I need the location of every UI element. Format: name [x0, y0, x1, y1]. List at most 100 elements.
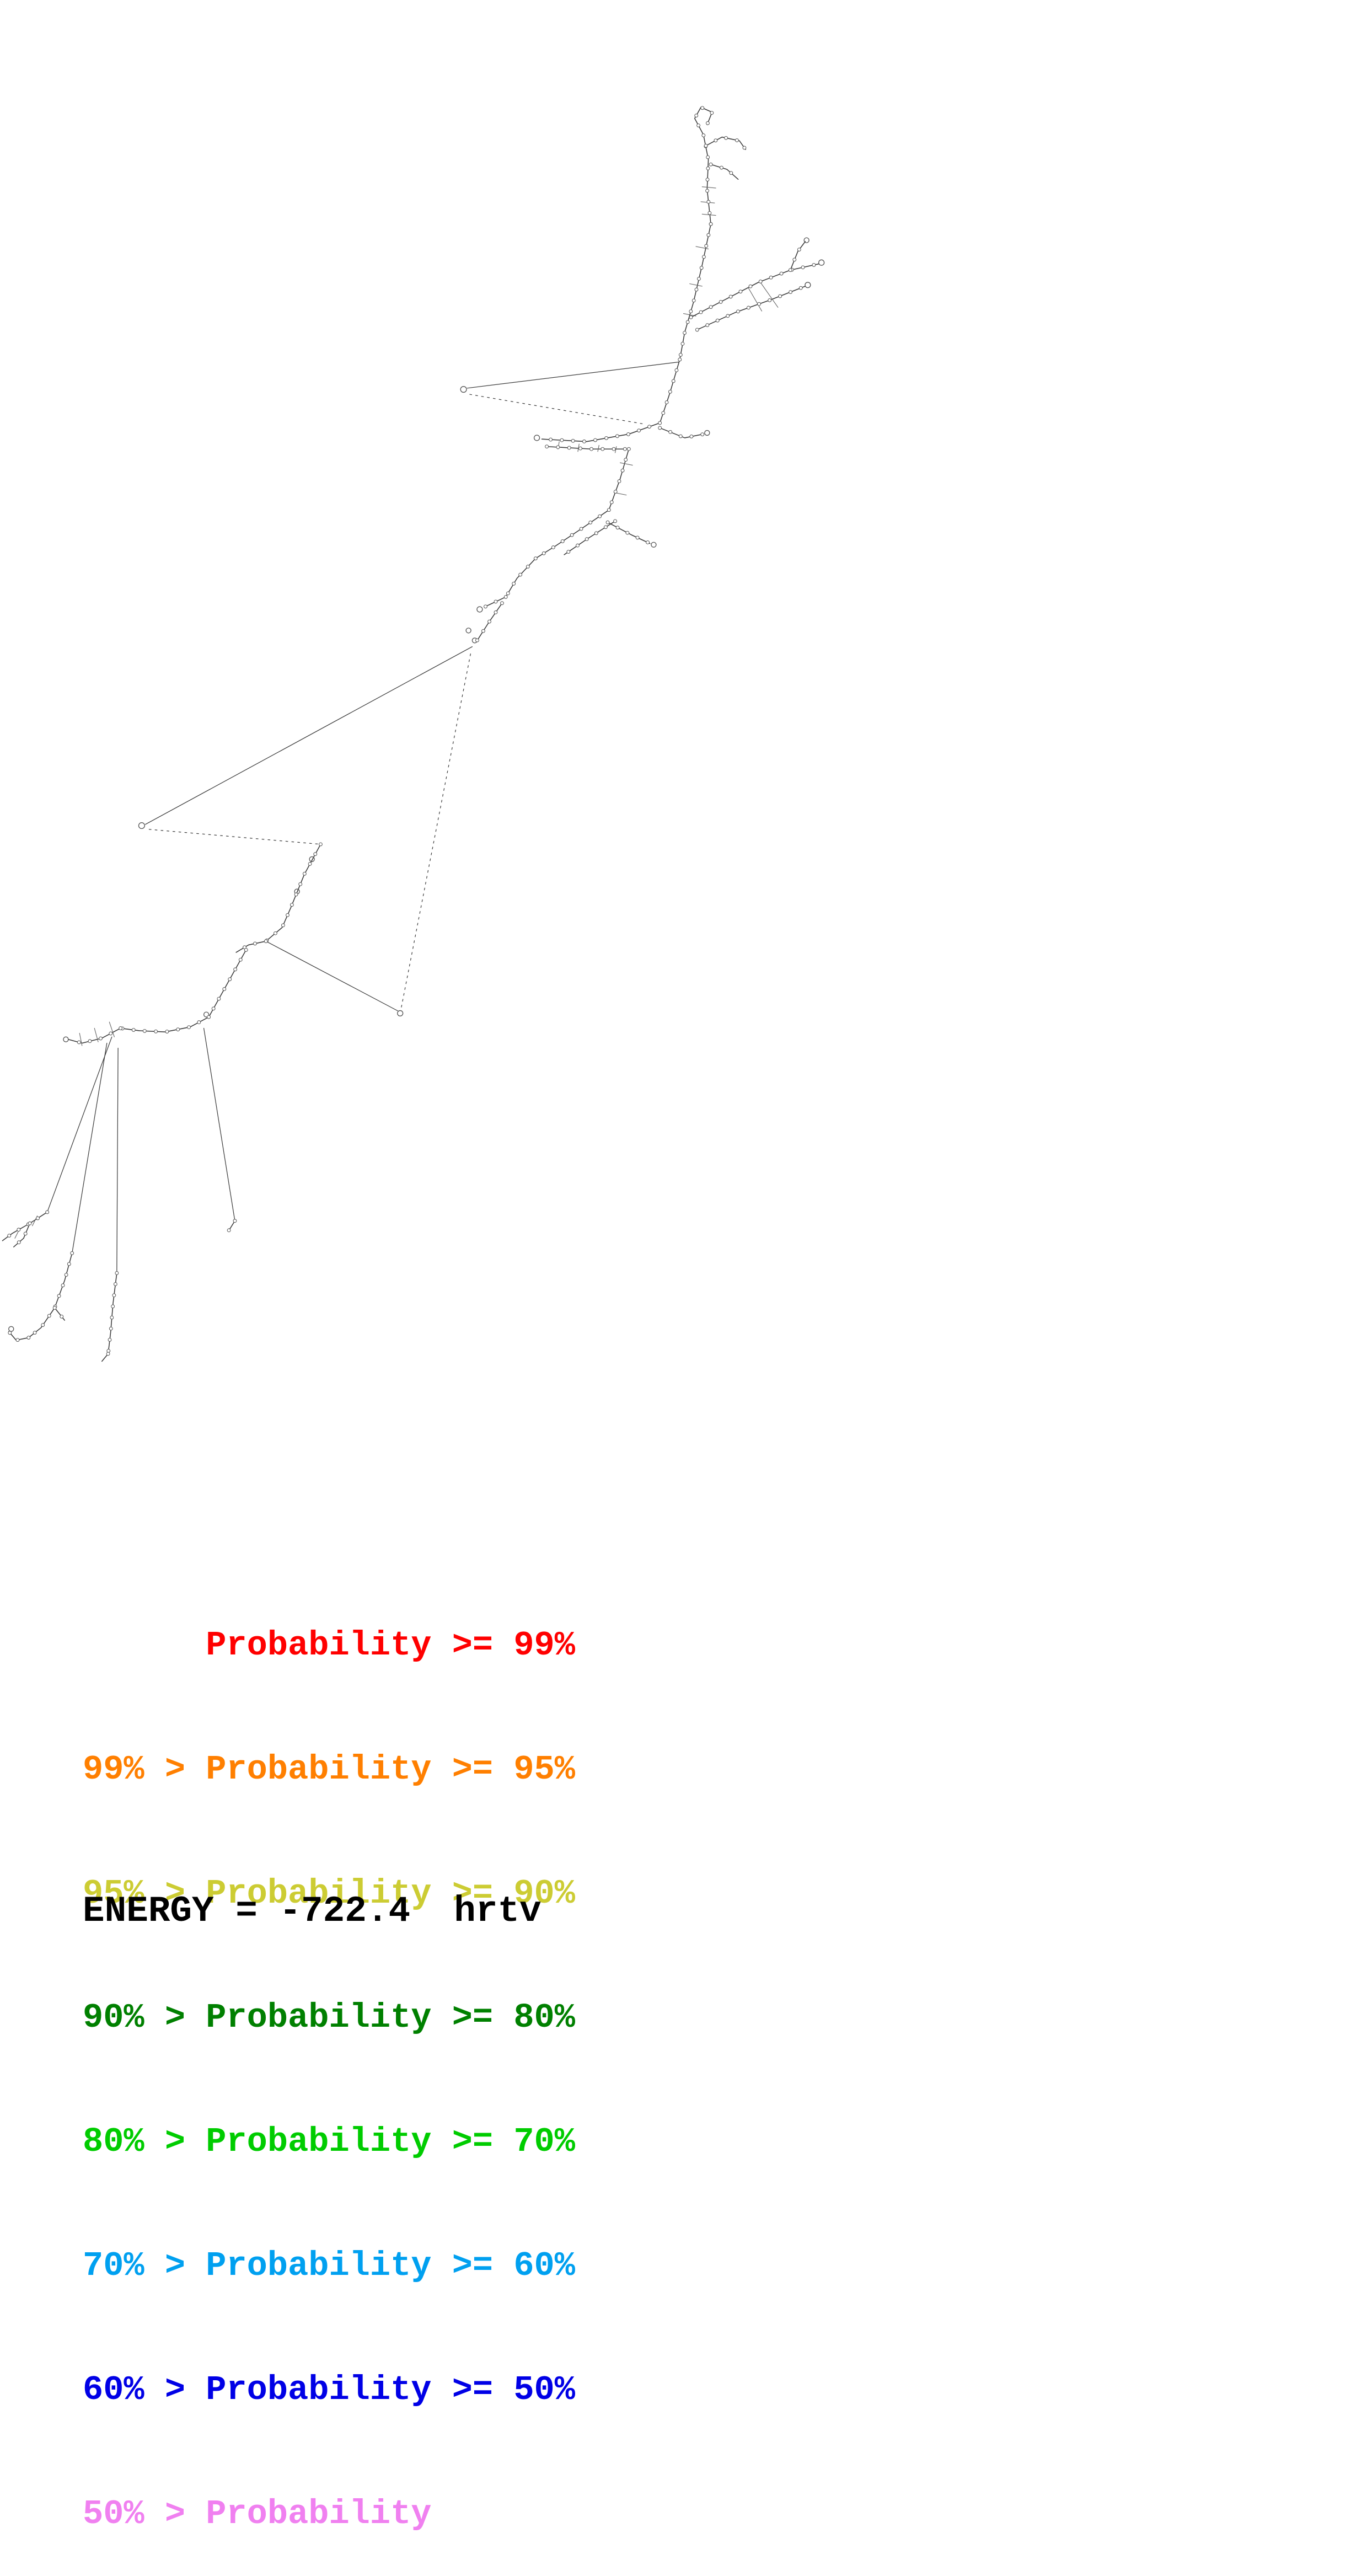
nucleotide-bead — [696, 123, 700, 127]
nucleotide-bead — [566, 550, 571, 554]
nucleotide-bead — [658, 421, 662, 425]
nucleotide-bead — [710, 111, 714, 115]
nucleotide-bead — [17, 1228, 21, 1232]
energy-label: ENERGY = -722.4 hrtv — [83, 1891, 542, 1932]
fan-terminal-2c — [54, 1307, 65, 1321]
fan-terminal-2 — [28, 1252, 73, 1338]
fan-terminal-1b — [13, 1223, 30, 1247]
nucleotide-bead — [64, 1273, 68, 1277]
nucleotide-bead — [176, 1027, 180, 1032]
top-branch-a — [705, 136, 746, 150]
right-branch-spur — [790, 241, 806, 271]
nucleotide-bead — [612, 447, 616, 451]
nucleotide-bead — [8, 1331, 12, 1335]
nucleotide-bead — [689, 435, 694, 438]
nucleotide-bead — [77, 1040, 81, 1045]
nucleotide-bead — [582, 440, 586, 443]
large-loop-stem — [265, 844, 321, 942]
nucleotide-bead — [33, 1331, 37, 1335]
nucleotide-bead — [281, 923, 285, 928]
nucleotide-bead — [593, 438, 597, 442]
nucleotide-bead — [67, 1262, 71, 1266]
nucleotide-bead — [244, 948, 248, 952]
nucleotide-bead — [700, 432, 705, 437]
nucleotide-bead — [585, 537, 589, 542]
nucleotide-bead — [624, 458, 628, 462]
nucleotide-bead — [758, 280, 763, 283]
nucleotide-bead — [113, 1282, 117, 1286]
nucleotide-bead — [207, 1015, 211, 1019]
nucleotide-bead — [560, 539, 565, 543]
nucleotide-bead — [695, 328, 699, 332]
nucleotide-bead — [658, 426, 662, 430]
nucleotide-bead — [570, 533, 574, 537]
nucleotide-bead — [211, 1006, 216, 1011]
nucleotide-bead — [709, 162, 713, 167]
nucleotide-bead — [588, 520, 593, 524]
nucleotide-bead — [298, 882, 303, 886]
multiloop-edge-2 — [469, 394, 646, 425]
nucleotide-bead — [545, 444, 549, 449]
nucleotide-bead — [728, 294, 733, 299]
nucleotide-bead — [615, 526, 620, 530]
nucleotide-bead — [47, 1314, 51, 1318]
legend-line-ge-99: Probability >= 99% — [83, 1626, 575, 1665]
nucleotide-bead — [579, 527, 583, 531]
nucleotide-bead — [45, 1210, 50, 1214]
nucleotide-bead — [704, 143, 708, 148]
nucleotide-bead — [233, 1219, 237, 1223]
nucleotide-bead — [738, 290, 743, 294]
nucleotide-bead — [706, 200, 711, 204]
nucleotide-bead — [108, 1337, 112, 1342]
nucleotide-bead — [674, 368, 679, 372]
nucleotide-bead — [705, 189, 709, 193]
nucleotide-bead — [691, 298, 696, 303]
nucleotide-bead — [603, 525, 608, 529]
nucleotide-bead — [228, 977, 232, 982]
mid-stem-3 — [505, 558, 537, 598]
nucleotide-bead — [699, 310, 703, 314]
nucleotide-bead — [623, 447, 627, 451]
nucleotide-bead — [111, 1304, 115, 1309]
nucleotide-bead — [664, 400, 669, 404]
nucleotide-bead — [605, 520, 610, 524]
nucleotide-bead — [615, 434, 619, 438]
mid-helix-2-arm-1 — [535, 509, 610, 559]
legend-line-90-95: 95% > Probability >= 90% — [83, 1874, 575, 1913]
mid-helix-2-arm-2 — [564, 521, 616, 555]
legend-line-70-80: 80% > Probability >= 70% — [83, 2122, 575, 2161]
mid-spur — [659, 427, 704, 438]
nucleotide-bead — [705, 178, 710, 182]
nucleotide-bead — [720, 165, 723, 170]
nucleotide-bead — [735, 138, 739, 142]
legend-line-80-90: 90% > Probability >= 80% — [83, 1998, 575, 2037]
probability-legend: Probability >= 99% 99% > Probability >= … — [83, 1542, 575, 2576]
nucleotide-bead — [7, 1234, 12, 1238]
large-loop-edge-4 — [401, 651, 471, 1008]
nucleotide-bead — [286, 913, 290, 917]
large-loop-edge-2 — [148, 829, 321, 845]
nucleotide-bead — [697, 277, 701, 281]
fan-strand-2 — [72, 1042, 108, 1254]
nucleotide-bead — [598, 514, 602, 518]
nucleotide-bead — [52, 1306, 57, 1310]
nucleotide-bead — [475, 638, 479, 642]
nucleotide-bead — [704, 244, 709, 248]
lower-arm-2 — [68, 1027, 121, 1044]
nucleotide-bead — [779, 271, 784, 276]
nucleotide-bead — [36, 1216, 40, 1220]
mid-spur-2 — [607, 522, 651, 544]
nucleotide-bead — [609, 500, 614, 505]
nucleotide-bead — [736, 309, 740, 314]
nucleotide-bead — [678, 434, 683, 438]
nucleotide-bead — [637, 429, 641, 433]
nucleotide-bead — [319, 842, 323, 847]
nucleotide-bead — [110, 1315, 114, 1320]
nucleotide-bead — [57, 1294, 61, 1298]
nucleotide-bead — [526, 564, 530, 569]
nucleotide-bead — [61, 1283, 65, 1288]
nucleotide-bead — [197, 1020, 201, 1025]
large-loop-edge-1 — [145, 646, 473, 825]
nucleotide-bead — [699, 266, 704, 270]
nucleotide-bead — [109, 1031, 113, 1036]
